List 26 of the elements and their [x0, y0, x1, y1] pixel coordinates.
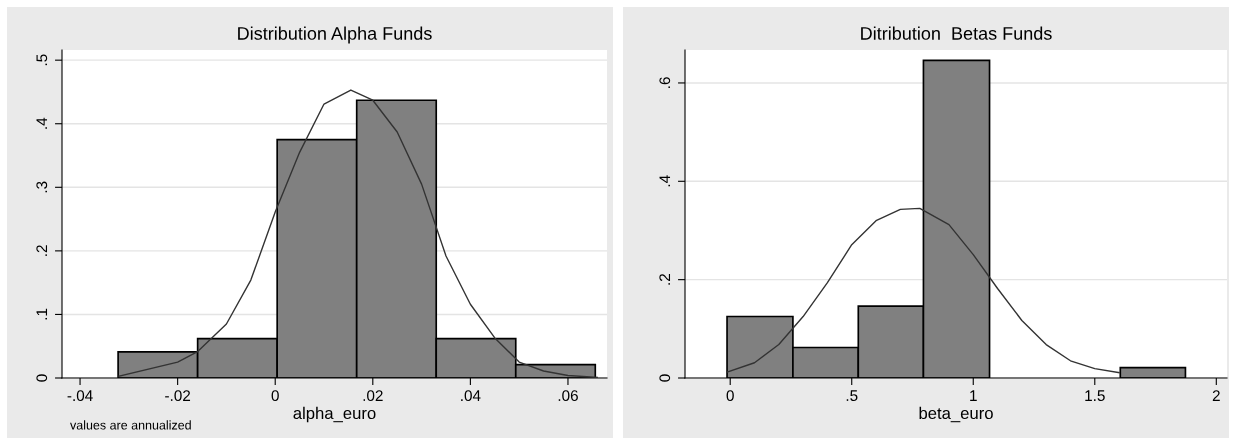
- x-tick-label: 1: [970, 390, 977, 401]
- text: values are annualized: [70, 420, 191, 430]
- x-tick-label: .5: [846, 390, 858, 402]
- y-tick-label: .4: [36, 117, 48, 129]
- x-tick-label: -.04: [67, 390, 93, 402]
- y-tick-label: 0: [659, 374, 671, 382]
- y-tick-label: 0: [36, 374, 48, 382]
- y-tick-label: .4: [659, 175, 671, 187]
- y-tick-label: .6: [659, 77, 671, 88]
- y-tick-label: .1: [36, 308, 48, 320]
- y-tick-label: .3: [36, 181, 48, 193]
- y-tick-label: .5: [36, 54, 48, 66]
- x-axis-title: alpha_euro: [293, 406, 376, 423]
- chart-title: Distribution Alpha Funds: [238, 26, 432, 44]
- y-tick-label: .2: [36, 245, 48, 256]
- chart-title: Ditribution Betas Funds: [861, 26, 1052, 40]
- x-axis-title: beta_euro: [919, 406, 993, 423]
- x-tick-label: 2: [1212, 390, 1220, 401]
- x-tick-label: .02: [363, 390, 383, 402]
- x-tick-label: -.02: [165, 390, 191, 402]
- x-tick-label: 0: [271, 390, 279, 402]
- x-tick-label: .04: [461, 390, 481, 402]
- x-tick-label: .06: [558, 390, 578, 402]
- y-tick-label: .2: [659, 274, 671, 285]
- x-tick-label: 1.5: [1085, 390, 1105, 402]
- x-tick-label: 0: [726, 390, 734, 402]
